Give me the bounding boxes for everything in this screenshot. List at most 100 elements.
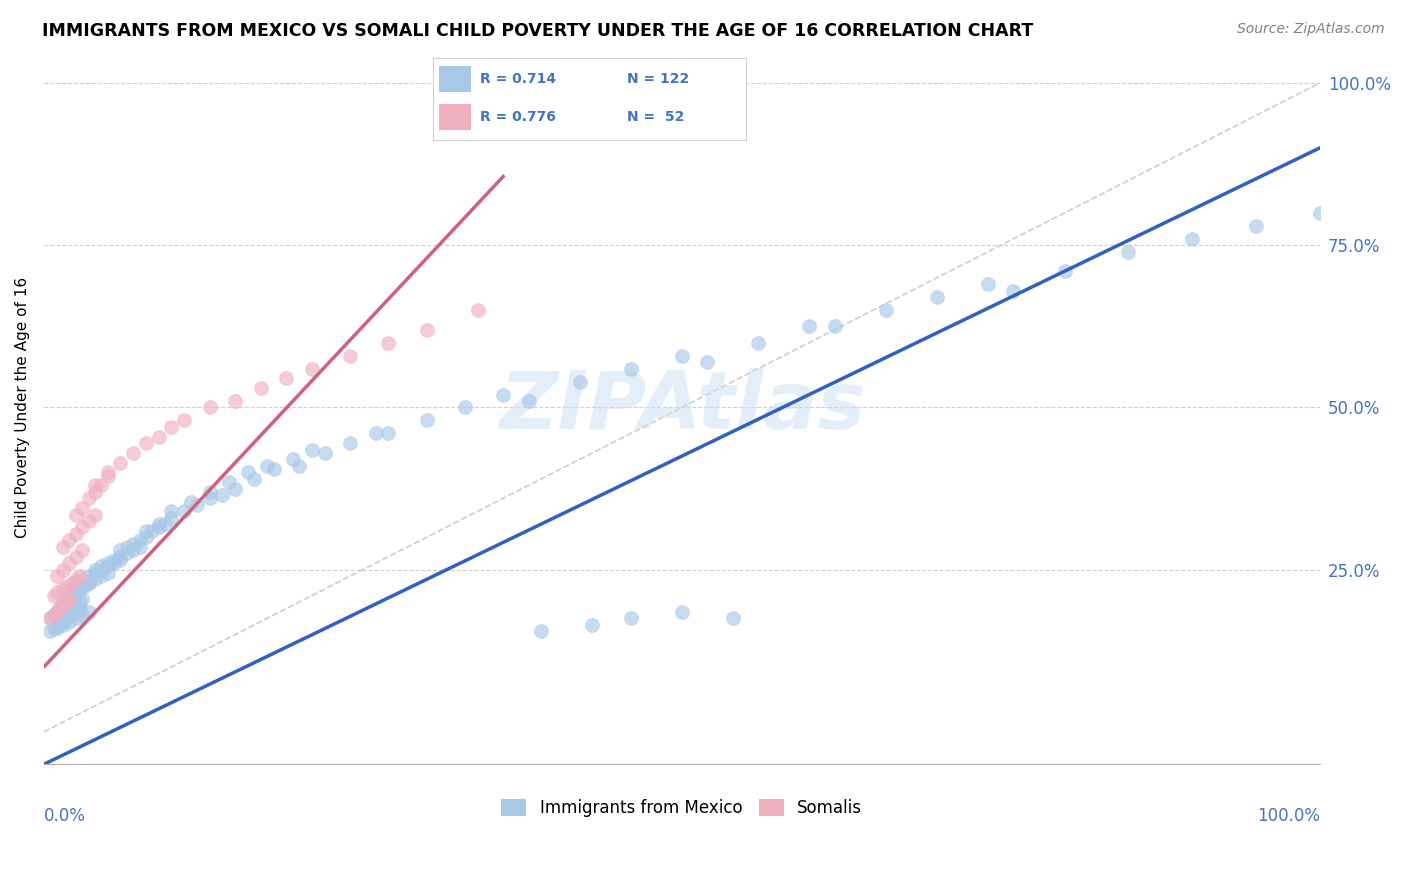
Point [148, 430, 170, 444]
Point [58, 591, 80, 606]
Point [415, 323, 437, 337]
Point [696, 355, 718, 369]
Point [263, 462, 285, 476]
Point [45, 605, 67, 619]
Point [52, 608, 75, 623]
Point [415, 413, 437, 427]
Point [276, 371, 298, 385]
Point [256, 458, 278, 473]
Point [65, 508, 87, 522]
Point [65, 599, 87, 613]
Point [42, 608, 65, 623]
Point [77, 569, 100, 583]
Point [56, 591, 79, 606]
Point [97, 559, 120, 574]
Point [70, 520, 93, 534]
Point [56, 579, 79, 593]
Point [77, 605, 100, 619]
Point [65, 585, 87, 599]
Point [492, 387, 515, 401]
Point [1244, 219, 1267, 233]
Point [60, 575, 83, 590]
Point [581, 617, 603, 632]
Point [39, 611, 62, 625]
Point [467, 303, 489, 318]
Point [530, 624, 553, 639]
Point [69, 601, 91, 615]
Text: 0.0%: 0.0% [44, 807, 86, 825]
Point [97, 566, 120, 580]
Point [620, 611, 643, 625]
Point [568, 375, 591, 389]
Point [875, 303, 897, 318]
Point [60, 589, 83, 603]
Point [73, 579, 96, 593]
Point [45, 569, 67, 583]
Point [236, 466, 259, 480]
Point [198, 484, 221, 499]
Point [211, 488, 233, 502]
Point [301, 361, 323, 376]
Point [52, 595, 75, 609]
Point [45, 585, 67, 599]
Point [52, 599, 75, 613]
Text: IMMIGRANTS FROM MEXICO VS SOMALI CHILD POVERTY UNDER THE AGE OF 16 CORRELATION C: IMMIGRANTS FROM MEXICO VS SOMALI CHILD P… [42, 22, 1033, 40]
Point [65, 573, 87, 587]
Legend: Immigrants from Mexico, Somalis: Immigrants from Mexico, Somalis [495, 792, 869, 823]
Point [224, 482, 246, 496]
Point [218, 475, 240, 489]
Point [173, 504, 195, 518]
Point [97, 556, 120, 570]
Point [42, 621, 65, 635]
Point [1002, 284, 1025, 298]
Point [122, 543, 145, 558]
Point [339, 436, 361, 450]
Point [58, 615, 80, 629]
Point [56, 595, 79, 609]
Point [198, 491, 221, 506]
Point [224, 394, 246, 409]
Point [103, 556, 125, 570]
Point [52, 615, 75, 629]
Point [141, 524, 163, 538]
Point [42, 589, 65, 603]
Point [84, 508, 107, 522]
Point [824, 319, 846, 334]
Point [65, 585, 87, 599]
Point [77, 514, 100, 528]
Point [77, 575, 100, 590]
Point [52, 599, 75, 613]
Point [48, 601, 70, 615]
Point [77, 575, 100, 590]
Point [110, 553, 132, 567]
Point [1309, 206, 1331, 220]
Point [122, 446, 145, 460]
Point [180, 494, 202, 508]
Point [1181, 232, 1204, 246]
Point [671, 349, 693, 363]
Point [84, 566, 107, 580]
Point [377, 426, 399, 441]
Point [84, 573, 107, 587]
Point [60, 589, 83, 603]
Point [58, 556, 80, 570]
Point [69, 595, 91, 609]
Point [58, 591, 80, 606]
Point [90, 563, 112, 577]
Point [148, 517, 170, 532]
Point [747, 335, 769, 350]
Point [65, 605, 87, 619]
Point [39, 624, 62, 639]
Point [58, 608, 80, 623]
Point [301, 442, 323, 457]
Point [620, 361, 643, 376]
Point [45, 611, 67, 625]
Point [249, 381, 271, 395]
Point [48, 617, 70, 632]
Point [70, 608, 93, 623]
Point [153, 517, 176, 532]
Point [135, 524, 157, 538]
Point [69, 569, 91, 583]
Point [122, 537, 145, 551]
Point [65, 582, 87, 596]
